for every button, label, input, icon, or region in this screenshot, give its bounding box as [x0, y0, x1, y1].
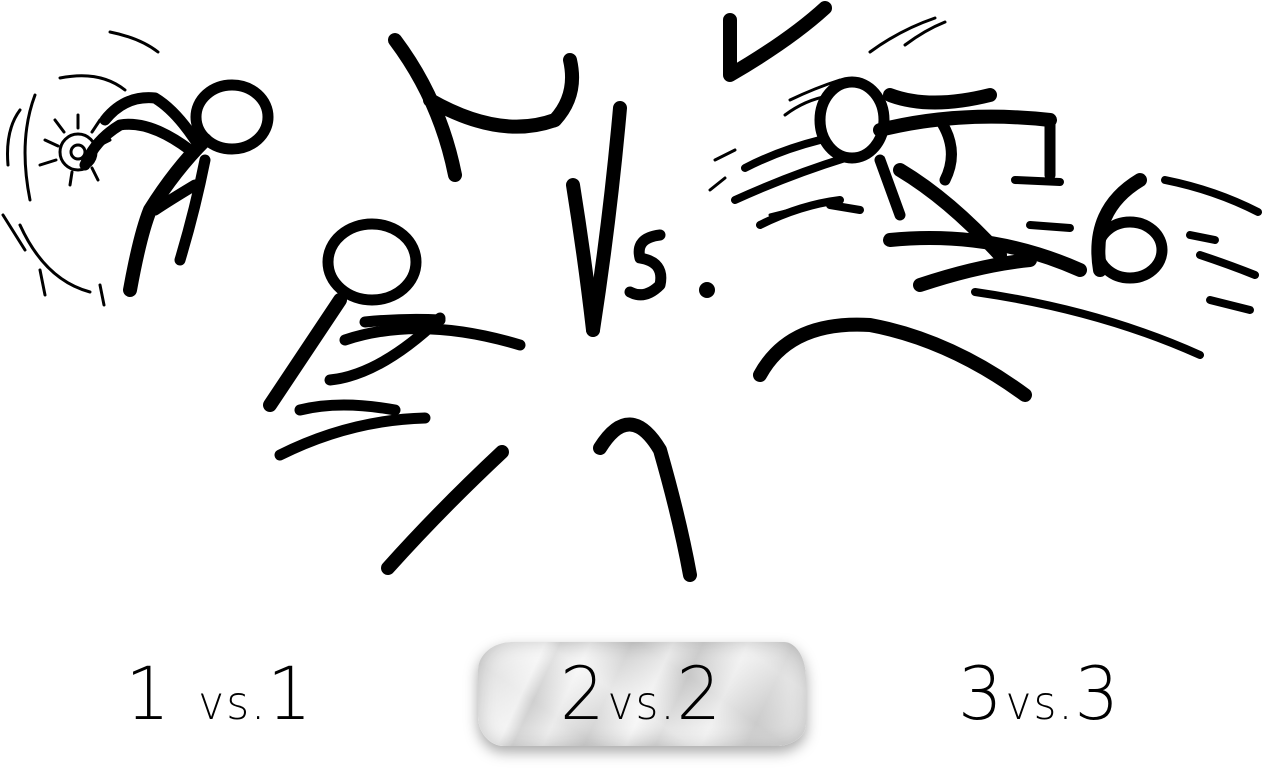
mode-2vs2-label: 2vs.2 — [559, 650, 725, 738]
mode-3vs3-button[interactable]: 3vs.3 — [880, 642, 1200, 746]
speed-lines-icon — [708, 16, 1262, 359]
mode-3vs3-label: 3vs.3 — [957, 650, 1123, 738]
mode-1vs1-button[interactable]: 1 vs.1 — [60, 642, 380, 746]
selected-highlight — [478, 642, 806, 746]
stick-fighter-right-icon — [814, 76, 1168, 292]
stick-fighter-left-icon — [263, 218, 526, 461]
mode-1vs1-label: 1 vs.1 — [125, 650, 315, 738]
impact-burst-icon — [381, 1, 1032, 582]
vs-logo — [566, 101, 715, 337]
mode-2vs2-button[interactable]: 2vs.2 — [478, 642, 806, 746]
shield-fighter-icon — [1, 30, 274, 307]
mode-menu: 1 vs.1 2vs.2 3vs.3 — [0, 630, 1268, 760]
